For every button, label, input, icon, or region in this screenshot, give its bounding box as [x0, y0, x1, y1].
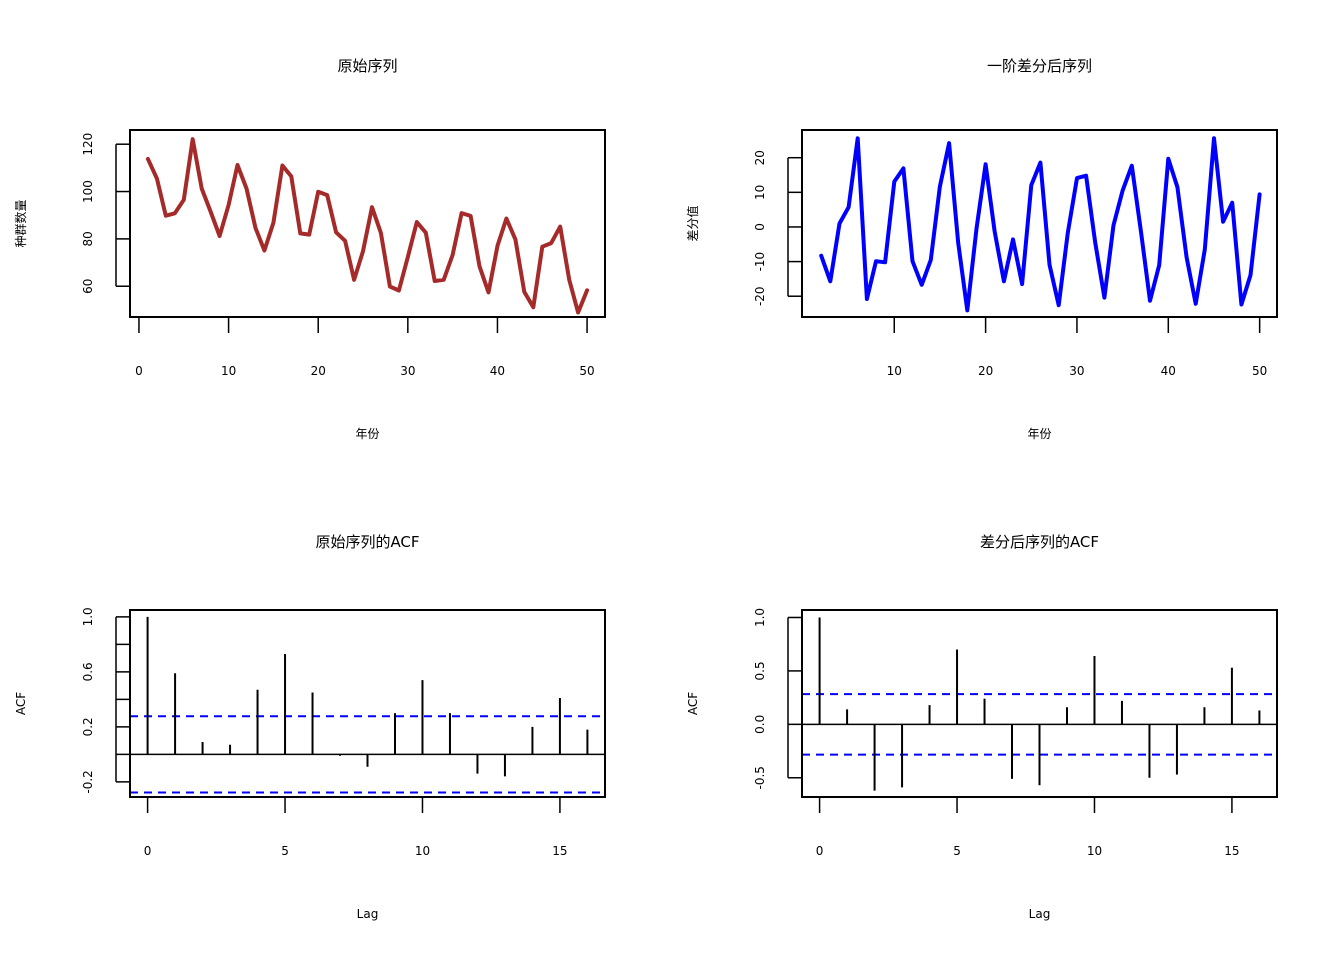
x-axis-label: Lag [357, 907, 379, 921]
y-tick-label: 10 [753, 185, 767, 200]
y-tick-label: 1.0 [81, 607, 95, 626]
y-tick-label: 80 [81, 231, 95, 246]
y-tick-label: -10 [753, 252, 767, 272]
x-tick-label: 30 [1069, 364, 1084, 378]
x-axis-label: 年份 [1027, 427, 1051, 441]
y-tick-label: 0.5 [753, 661, 767, 680]
x-tick-label: 10 [1087, 844, 1102, 858]
y-tick-label: 100 [81, 180, 95, 203]
x-tick-label: 15 [1224, 844, 1239, 858]
x-tick-label: 10 [221, 364, 236, 378]
series-line [819, 136, 1262, 313]
x-tick-label: 20 [978, 364, 993, 378]
y-tick-label: 60 [81, 279, 95, 294]
chart-title: 原始序列 [337, 57, 397, 75]
y-tick-label: 20 [753, 150, 767, 165]
y-tick-label: 1.0 [753, 608, 767, 627]
y-axis-label: ACF [14, 692, 28, 715]
y-axis-label: ACF [686, 692, 700, 715]
series-line [145, 137, 590, 315]
chart-panel-3: 原始序列的ACF Lag ACF 0 5 10 15 -0.2 0.2 0.6 1.0 [14, 533, 606, 921]
y-tick-label: 0.6 [81, 662, 95, 681]
x-tick-label: 0 [816, 844, 824, 858]
x-tick-label: 5 [953, 844, 961, 858]
x-tick-label: 30 [400, 364, 415, 378]
chart-panel-4: 差分后序列的ACF Lag ACF 0 5 10 15 -0.5 0.0 0.5 1.0 [686, 533, 1278, 921]
x-tick-label: 15 [552, 844, 567, 858]
x-tick-label: 50 [1252, 364, 1267, 378]
plot-frame [129, 129, 606, 318]
x-tick-label: 50 [579, 364, 594, 378]
y-tick-label: -0.2 [81, 770, 95, 793]
x-tick-label: 10 [887, 364, 902, 378]
y-axis-label: 差分值 [685, 205, 700, 241]
plot-frame [801, 609, 1278, 798]
x-axis-label: Lag [1029, 907, 1051, 921]
plot-frame [801, 129, 1278, 318]
x-tick-label: 40 [490, 364, 505, 378]
y-tick-label: 0 [753, 223, 767, 231]
plot-frame [129, 609, 606, 798]
x-tick-label: 0 [135, 364, 143, 378]
y-tick-label: -0.5 [753, 766, 767, 789]
y-tick-label: 0.2 [81, 717, 95, 736]
y-tick-label: 120 [81, 133, 95, 156]
y-tick-label: -20 [753, 286, 767, 306]
chart-title: 一阶差分后序列 [987, 57, 1092, 75]
y-axis-label: 种群数量 [13, 199, 28, 247]
x-tick-label: 20 [311, 364, 326, 378]
x-axis-label: 年份 [355, 427, 379, 441]
x-tick-label: 5 [281, 844, 289, 858]
y-tick-label: 0.0 [753, 715, 767, 734]
x-tick-label: 10 [415, 844, 430, 858]
chart-title: 原始序列的ACF [315, 533, 419, 551]
x-tick-label: 0 [144, 844, 152, 858]
x-tick-label: 40 [1161, 364, 1176, 378]
chart-title: 差分后序列的ACF [980, 533, 1099, 551]
